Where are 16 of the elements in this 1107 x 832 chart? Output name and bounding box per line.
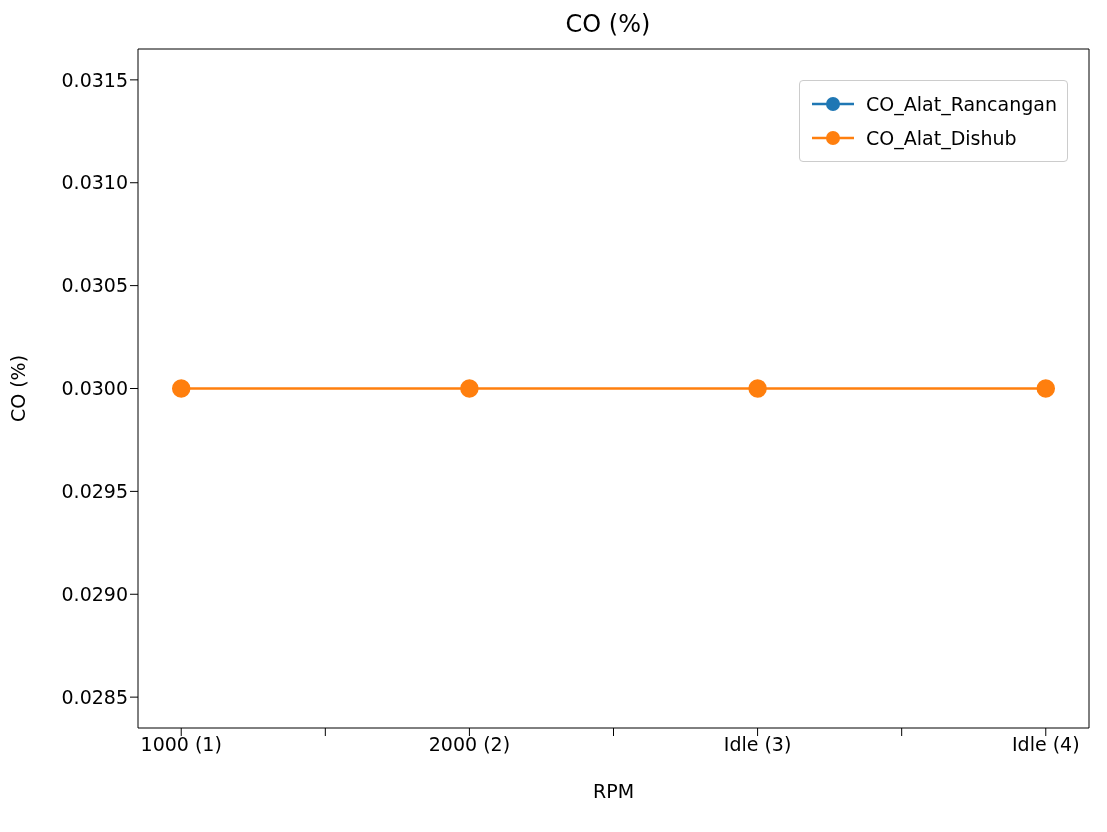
x-tick-label: Idle (3)	[723, 733, 792, 756]
y-tick-label: 0.0295	[61, 480, 128, 503]
legend-label: CO_Alat_Dishub	[866, 127, 1017, 149]
chart-title: CO (%)	[564, 10, 652, 38]
y-tick-label: 0.0285	[61, 685, 128, 708]
y-tick-label: 0.0300	[61, 377, 128, 400]
x-axis-title: RPM	[592, 780, 635, 802]
y-axis-title: CO (%)	[6, 354, 29, 423]
y-tick-label: 0.0305	[61, 274, 128, 297]
y-tick-label: 0.0315	[61, 68, 128, 91]
x-tick-label: Idle (4)	[1011, 733, 1080, 756]
x-tick-label: 1000 (1)	[140, 733, 222, 756]
legend-label: CO_Alat_Rancangan	[866, 93, 1057, 115]
x-tick-label: 2000 (2)	[428, 733, 511, 756]
y-tick-label: 0.0290	[61, 583, 128, 605]
y-tick-label: 0.0310	[61, 171, 128, 194]
